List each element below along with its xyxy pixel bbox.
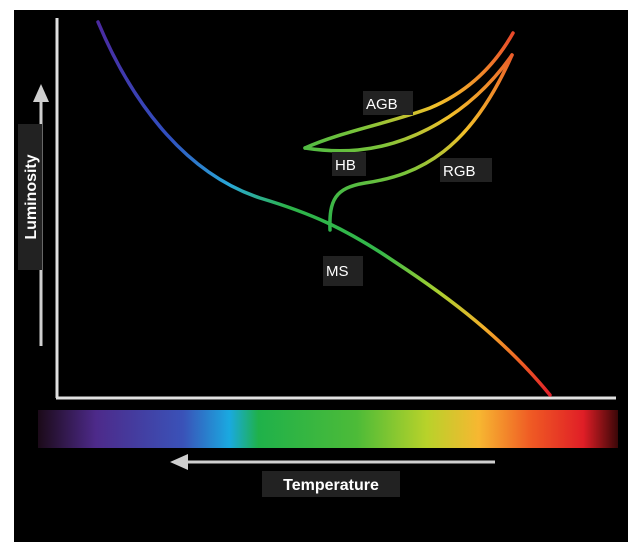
ms-label-text: MS bbox=[326, 263, 349, 280]
red-giant-branch-curve bbox=[328, 53, 514, 232]
luminosity-axis-label: Luminosity bbox=[18, 124, 42, 270]
agb-label-text: AGB bbox=[366, 96, 398, 113]
rgb-label-background bbox=[440, 158, 492, 182]
agb-label-background bbox=[363, 91, 413, 115]
luminosity-label-text: Luminosity bbox=[23, 154, 40, 239]
main-sequence-curve bbox=[96, 20, 552, 397]
temperature-axis-label: Temperature bbox=[262, 471, 400, 497]
diagram-background bbox=[14, 10, 628, 542]
agb-label: AGB bbox=[363, 91, 413, 115]
spectrum-bar bbox=[38, 410, 618, 448]
rgb-label: RGB bbox=[440, 158, 492, 182]
ms-label: MS bbox=[323, 256, 363, 286]
horizontal-branch-curve bbox=[303, 53, 514, 153]
temperature-label-text: Temperature bbox=[283, 477, 379, 494]
temperature-label-background bbox=[262, 471, 400, 497]
ms-label-background bbox=[323, 256, 363, 286]
temperature-arrow-head bbox=[170, 454, 188, 470]
hb-label-text: HB bbox=[335, 157, 356, 174]
hb-label: HB bbox=[332, 152, 366, 176]
asymptotic-giant-branch-curve bbox=[303, 31, 515, 150]
luminosity-label-background bbox=[18, 124, 42, 270]
rgb-label-text: RGB bbox=[443, 163, 476, 180]
luminosity-arrow-head bbox=[33, 84, 49, 102]
hb-label-background bbox=[332, 152, 366, 176]
